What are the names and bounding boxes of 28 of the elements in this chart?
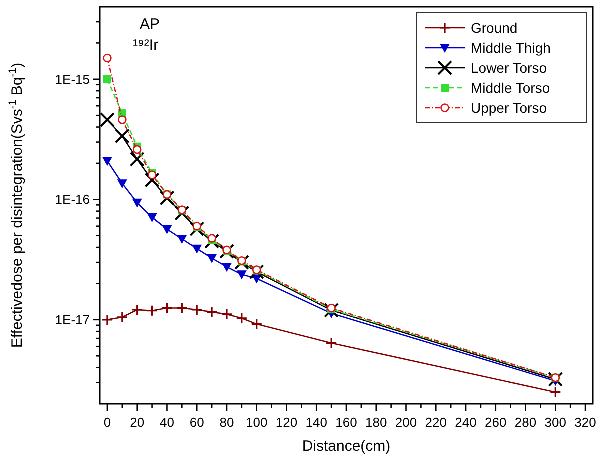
x-tick-label: 100: [246, 415, 268, 430]
y-tick-label: 1E-16: [55, 192, 90, 208]
x-tick-label: 280: [514, 415, 537, 430]
legend-label: Middle Thigh: [471, 40, 551, 56]
x-tick-label: 60: [190, 415, 204, 430]
x-tick-label: 80: [220, 415, 234, 430]
x-tick-label: 20: [130, 415, 145, 430]
legend-label: Lower Torso: [471, 60, 548, 76]
legend-label: Middle Torso: [471, 80, 550, 96]
x-tick-label: 40: [160, 415, 174, 430]
x-tick-label: 320: [574, 415, 596, 430]
annotation: AP: [140, 16, 160, 33]
x-tick-label: 160: [336, 415, 358, 430]
annotation: ¹⁹²Ir: [133, 37, 159, 54]
x-tick-label: 260: [485, 415, 507, 430]
x-tick-label: 240: [455, 415, 477, 430]
x-tick-label: 300: [544, 415, 567, 430]
x-tick-label: 0: [104, 415, 112, 430]
y-tick-label: 1E-17: [55, 312, 90, 328]
legend-label: Ground: [471, 20, 518, 36]
x-tick-label: 200: [395, 415, 418, 430]
x-tick-label: 220: [425, 415, 447, 430]
legend-label: Upper Torso: [471, 100, 548, 116]
y-tick-label: 1E-15: [55, 72, 90, 87]
x-tick-label: 180: [366, 415, 388, 430]
x-axis-title: Distance(cm): [302, 438, 391, 455]
x-tick-label: 120: [276, 415, 298, 430]
x-tick-label: 140: [306, 415, 328, 430]
